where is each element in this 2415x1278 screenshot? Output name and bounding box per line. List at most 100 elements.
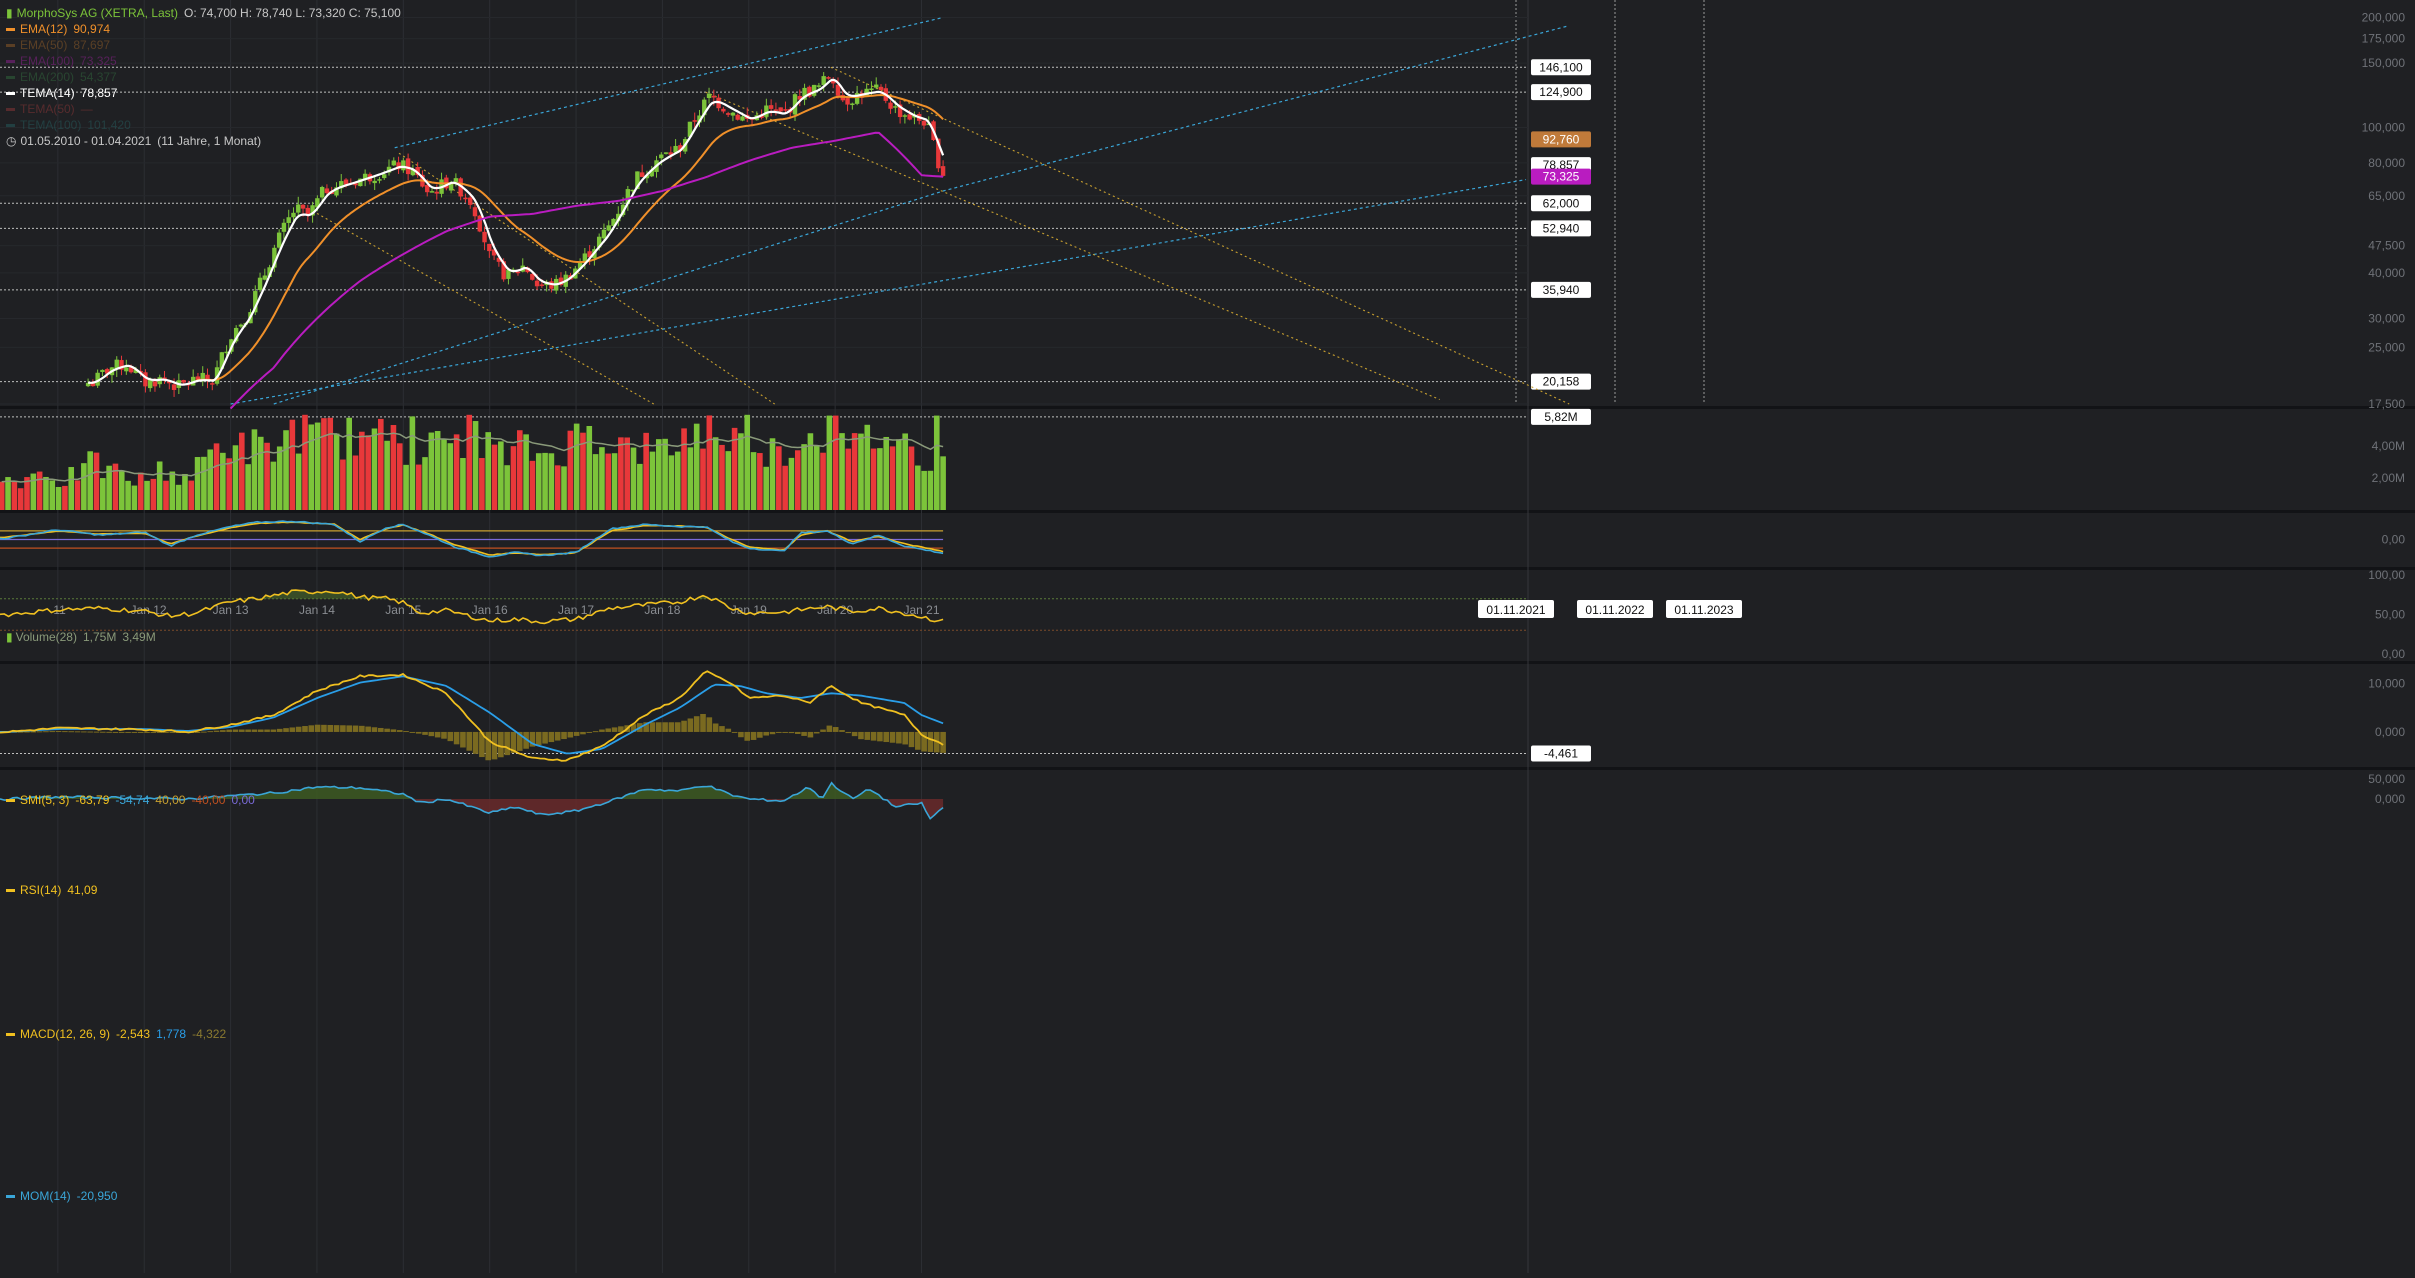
volume-bar <box>74 480 81 510</box>
macd-histogram-bar <box>308 725 315 732</box>
legend-row[interactable]: EMA(200) 54,377 <box>6 70 117 84</box>
candle-body <box>659 154 664 159</box>
candle-body <box>181 379 186 383</box>
macd-histogram-bar <box>769 731 776 735</box>
legend-row[interactable]: TEMA(50) — <box>6 102 93 116</box>
x-tick-label: 11 <box>53 603 66 617</box>
macd-histogram-bar <box>851 731 858 737</box>
candle-body <box>764 105 769 117</box>
volume-bar <box>731 427 738 510</box>
candle-body <box>869 88 874 91</box>
volume-bar <box>915 465 921 510</box>
macd-histogram-bar <box>529 731 536 747</box>
macd-histogram-bar <box>523 731 529 749</box>
smi-legend-v3: 40,00 <box>155 793 186 807</box>
smi-legend-v4: -40,00 <box>191 793 226 807</box>
volume-bar <box>813 445 820 510</box>
panel-separator <box>0 567 2415 570</box>
future-date-box <box>1478 600 1554 618</box>
volume-bar <box>156 461 163 510</box>
volume-bar <box>757 453 763 510</box>
mom-legend-title: MOM(14) <box>20 1189 71 1203</box>
legend-row[interactable]: TEMA(14) 78,857 <box>6 86 117 100</box>
candle-body <box>826 77 831 79</box>
volume-tick-label: 2,00M <box>2372 471 2405 485</box>
candle-body <box>114 359 119 370</box>
candle-body <box>358 178 363 187</box>
candle-body <box>372 180 377 184</box>
volume-bar <box>807 433 814 510</box>
volume-bar <box>725 451 732 510</box>
candle-body <box>90 383 96 387</box>
candle-body <box>721 108 726 112</box>
mom-negative-fill <box>0 799 944 819</box>
macd-histogram-bar <box>763 731 769 736</box>
macd-histogram-bar <box>403 731 409 733</box>
macd-histogram-bar <box>396 730 403 732</box>
volume-bar <box>302 414 308 510</box>
macd-histogram-bar <box>832 727 839 732</box>
legend-name: EMA(100) <box>20 54 75 68</box>
volume-bar <box>662 438 668 510</box>
volume-bar <box>276 446 283 510</box>
candle-body <box>725 113 731 115</box>
macd-histogram-bar <box>434 731 441 738</box>
volume-bar <box>118 470 125 510</box>
trendline-blue <box>273 25 1570 405</box>
candle-body <box>735 114 740 120</box>
macd-histogram-bar <box>807 731 814 738</box>
legend-swatch <box>6 124 15 128</box>
volume-bar <box>333 433 340 510</box>
candle-body <box>382 174 387 179</box>
macd-histogram-bar <box>87 731 93 733</box>
legend-name: EMA(200) <box>20 70 75 84</box>
macd-legend-title: MACD(12, 26, 9) <box>20 1027 111 1041</box>
volume-bar <box>201 456 207 510</box>
macd-histogram-bar <box>877 731 883 742</box>
x-tick-label: Jan 18 <box>644 603 680 617</box>
macd-histogram-bar <box>409 731 416 733</box>
candle-body <box>888 102 893 109</box>
price-level-label: 35,940 <box>1543 283 1580 297</box>
volume-bar <box>655 439 662 510</box>
volume-bar <box>940 456 946 510</box>
price-level-tag <box>1531 220 1591 237</box>
macd-histogram-bar <box>251 729 258 732</box>
volume-bar <box>889 446 896 510</box>
volume-bar <box>43 476 49 510</box>
volume-bar <box>415 464 422 510</box>
candle-body <box>391 160 396 166</box>
future-date-label: 01.11.2022 <box>1585 603 1644 617</box>
legend-name: TEMA(50) <box>20 102 75 116</box>
macd-histogram-bar <box>858 731 864 740</box>
volume-bar <box>409 416 416 510</box>
volume-bar <box>479 458 485 510</box>
ema100-line <box>229 131 944 410</box>
legend-row[interactable]: EMA(50) 87,697 <box>6 38 110 52</box>
legend-row[interactable]: EMA(100) 73,325 <box>6 54 117 68</box>
volume-bar <box>820 452 826 510</box>
candle-body <box>773 109 779 111</box>
legend-name: EMA(50) <box>20 38 68 52</box>
macd-histogram-bar <box>384 728 390 732</box>
macd-histogram-bar <box>485 731 492 761</box>
candle-body <box>816 85 822 87</box>
candle-body <box>850 103 855 106</box>
period-span: (11 Jahre, 1 Monat) <box>157 134 262 148</box>
volume-bar <box>434 431 441 510</box>
candle-body <box>596 236 602 248</box>
volume-bar <box>624 437 630 510</box>
legend-row[interactable]: EMA(12) 90,974 <box>6 22 110 36</box>
future-date-label: 01.11.2023 <box>1674 603 1733 617</box>
trendline-yellow <box>308 208 655 405</box>
price-tick-label: 80,000 <box>2368 156 2405 170</box>
volume-bar <box>580 432 586 510</box>
legend-swatch <box>6 44 15 48</box>
volume-bar <box>801 444 807 510</box>
volume-bar <box>637 463 643 510</box>
volume-bar <box>870 448 877 510</box>
legend-row[interactable]: TEMA(100) 101,420 <box>6 118 131 132</box>
rsi-legend-swatch <box>6 889 15 893</box>
